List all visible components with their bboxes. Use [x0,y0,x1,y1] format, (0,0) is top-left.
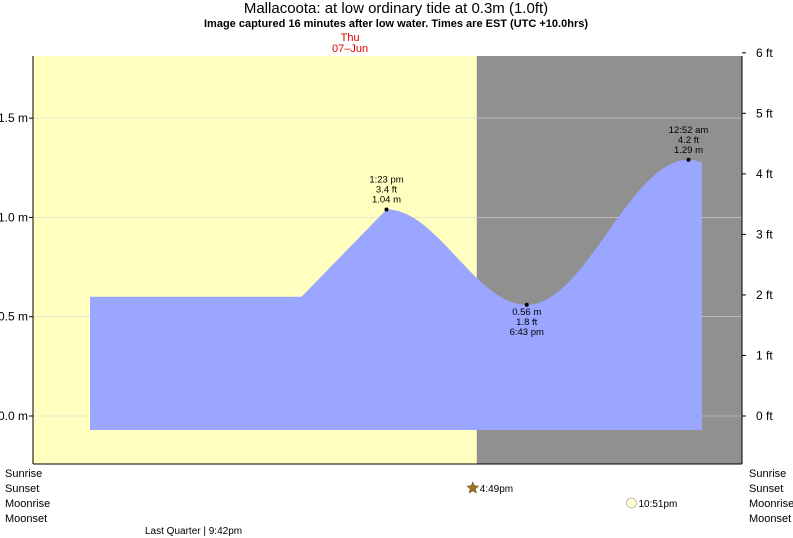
high-tide-label: 1:23 pm [369,174,403,185]
right-tick-label: 1 ft [756,348,773,362]
chart-title: Mallacoota: at low ordinary tide at 0.3m… [244,0,548,17]
day-labels: Thu07–JunFri08–JunSat09–JunSun10–JunMon1… [332,32,368,55]
right-tick-label: 4 ft [756,167,773,181]
row-label-right: Sunrise [749,468,786,480]
high-tide-label: 12:52 am [669,125,709,136]
low-tide-dot [524,302,529,307]
chart-header: Mallacoota: at low ordinary tide at 0.3m… [204,0,588,30]
row-label-right: Sunset [749,483,783,495]
low-tide-label: 0.56 m [512,307,541,318]
tide-curve [90,159,702,431]
row-label-left: Moonrise [5,498,50,510]
moon-phase-label: Last Quarter | 9:42pm [145,526,242,537]
row-label-right: Moonset [749,513,791,525]
day-date: 07–Jun [332,43,368,55]
high-tide-label: 1.29 m [674,145,703,156]
sun-moon-rows: Sunrise Sunrise Sunset Sunset Moonrise Moonri… [5,468,793,537]
high-tide-dot [686,157,691,162]
moonrise-icon [626,497,637,509]
tide-markers: 1:23 pm3.4 ft1.04 m 0.56 m1.8 ft6:43 pm 12… [369,125,709,338]
left-tick-label: 1.0 m [0,210,28,224]
high-tide-label: 3.4 ft [376,184,397,195]
low-tide-label: 6:43 pm [510,327,544,338]
chart-subtitle: Image captured 16 minutes after low wate… [204,18,588,30]
high-tide-label: 4.2 ft [678,135,699,146]
row-label-left: Sunset [5,483,39,495]
high-tide-dot [384,207,389,212]
left-tick-label: 0.0 m [0,409,28,423]
moonrise-time: 10:51pm [638,499,677,510]
left-tick-label: 1.5 m [0,111,28,125]
axes: 0.0 m 0.5 m 1.0 m 1.5 m 0 ft 1 ft 2 ft 3 ft 4 ft… [0,46,773,465]
day-name: Thu [341,32,360,44]
right-tick-label: 3 ft [756,227,773,241]
right-tick-label: 0 ft [756,409,773,423]
low-tide-label: 1.8 ft [516,317,537,328]
row-label-right: Moonrise [749,498,793,510]
sunset-icon [466,481,480,494]
high-tide-label: 1.04 m [372,194,401,205]
right-tick-label: 2 ft [756,288,773,302]
row-label-left: Moonset [5,513,47,525]
right-tick-label: 6 ft [756,46,773,60]
right-tick-label: 5 ft [756,106,773,120]
sunset-time: 4:49pm [480,484,513,495]
left-tick-label: 0.5 m [0,310,28,324]
row-label-left: Sunrise [5,468,42,480]
